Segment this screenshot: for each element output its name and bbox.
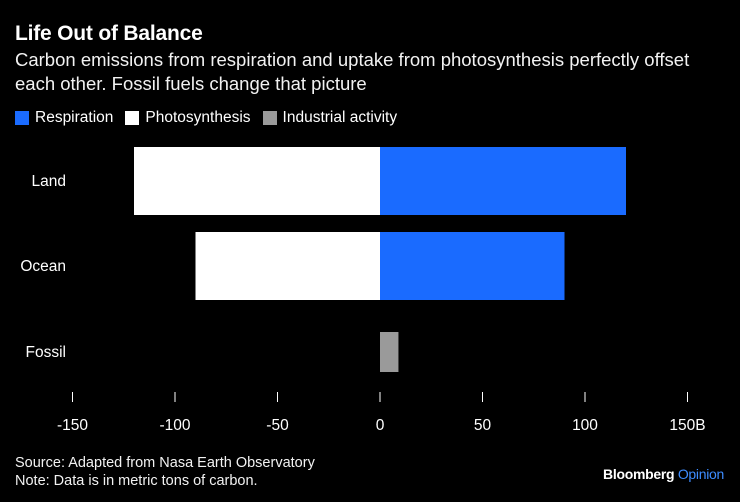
data-note: Note: Data is in metric tons of carbon.	[15, 473, 258, 489]
x-tick-label: -150	[57, 417, 88, 434]
legend-swatch-respiration	[15, 111, 29, 125]
bar-land-photosynthesis	[134, 147, 380, 215]
legend-label-industrial: Industrial activity	[282, 109, 398, 126]
footer: Source: Adapted from Nasa Earth Observat…	[15, 454, 315, 490]
legend-swatch-industrial	[262, 111, 277, 125]
category-label-land: Land	[32, 173, 66, 190]
x-tick-label: -100	[159, 417, 190, 434]
legend: Respiration Photosynthesis Industrial ac…	[15, 109, 409, 127]
legend-swatch-photosynthesis	[125, 111, 140, 125]
x-tick-label: -50	[266, 417, 289, 434]
x-tick-label: 0	[376, 417, 385, 434]
legend-item-industrial: Industrial activity	[262, 109, 398, 127]
bar-fossil-industrial-activity	[380, 332, 399, 372]
brand-logo: Bloomberg Opinion	[603, 466, 724, 482]
source-note: Source: Adapted from Nasa Earth Observat…	[15, 455, 315, 471]
bar-ocean-photosynthesis	[195, 232, 380, 300]
x-tick-label: 100	[572, 417, 598, 434]
x-tick-label: 50	[474, 417, 492, 434]
legend-label-respiration: Respiration	[35, 109, 114, 126]
legend-label-photosynthesis: Photosynthesis	[145, 109, 251, 126]
bar-ocean-respiration	[380, 232, 565, 300]
x-tick-label: 150B	[669, 417, 705, 434]
brand-section: Opinion	[677, 466, 724, 482]
bar-land-respiration	[380, 147, 626, 215]
chart-title: Life Out of Balance	[15, 22, 203, 45]
chart-subtitle: Carbon emissions from respiration and up…	[15, 49, 690, 94]
brand-name: Bloomberg	[603, 466, 675, 482]
category-label-fossil: Fossil	[26, 344, 66, 361]
legend-item-photosynthesis: Photosynthesis	[125, 109, 251, 127]
category-label-ocean: Ocean	[20, 258, 66, 275]
legend-item-respiration: Respiration	[15, 109, 113, 127]
